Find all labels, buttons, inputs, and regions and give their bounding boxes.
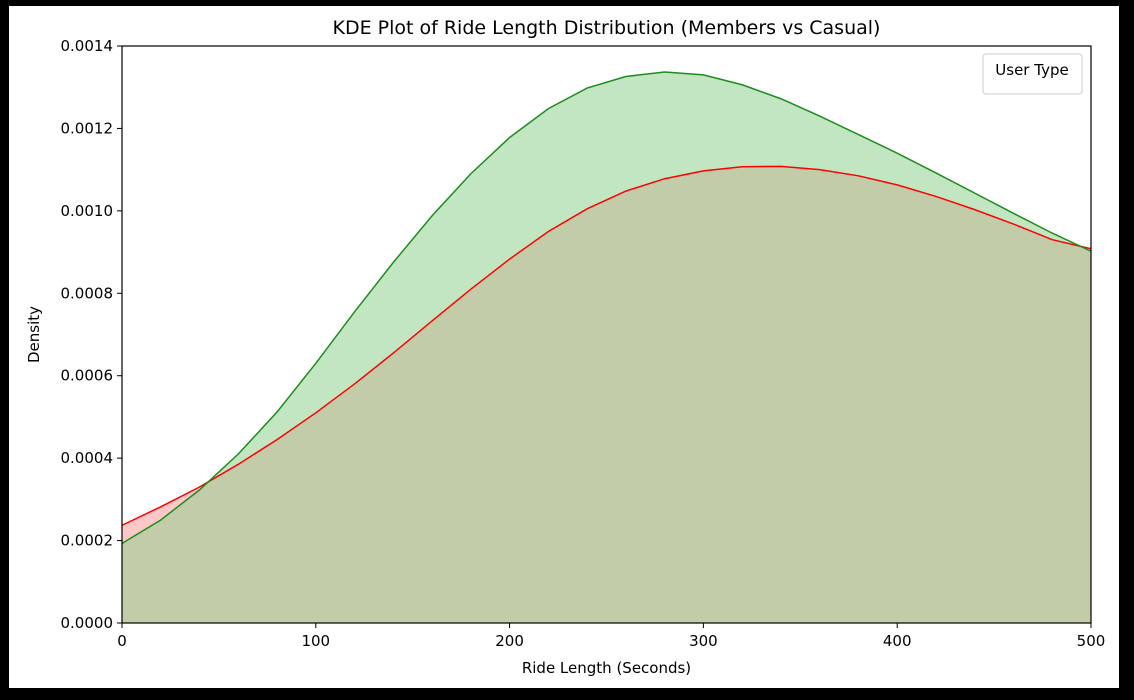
legend: User Type — [982, 53, 1083, 95]
x-axis-label: Ride Length (Seconds) — [522, 659, 691, 677]
x-tick-label: 300 — [689, 632, 718, 650]
y-tick-label: 0.0004 — [61, 449, 114, 467]
y-tick-label: 0.0014 — [61, 37, 114, 55]
x-axis-ticks: 0 100 200 300 400 500 — [117, 623, 1105, 650]
x-tick-label: 400 — [883, 632, 912, 650]
y-tick-label: 0.0000 — [61, 614, 114, 632]
x-tick-label: 200 — [495, 632, 524, 650]
y-axis-ticks: 0.0000 0.0002 0.0004 0.0006 0.0008 0.0010 0.00… — [61, 37, 122, 632]
series-layer — [121, 71, 1092, 623]
x-tick-label: 500 — [1077, 632, 1106, 650]
x-tick-label: 100 — [301, 632, 330, 650]
y-tick-label: 0.0002 — [61, 532, 114, 550]
series-1-line — [121, 165, 1092, 526]
chart-title: KDE Plot of Ride Length Distribution (Me… — [333, 17, 881, 39]
y-tick-label: 0.0010 — [61, 202, 114, 220]
y-tick-label: 0.0008 — [61, 284, 114, 302]
axes-frame — [121, 45, 1092, 624]
y-tick-label: 0.0006 — [61, 367, 114, 385]
legend-box — [982, 53, 1083, 95]
legend-title: User Type — [995, 61, 1068, 79]
series-2-line — [121, 71, 1092, 545]
y-axis-label: Density — [25, 306, 43, 363]
series-2-area — [122, 71, 1091, 623]
x-tick-label: 0 — [117, 632, 127, 650]
y-tick-label: 0.0012 — [61, 119, 114, 137]
